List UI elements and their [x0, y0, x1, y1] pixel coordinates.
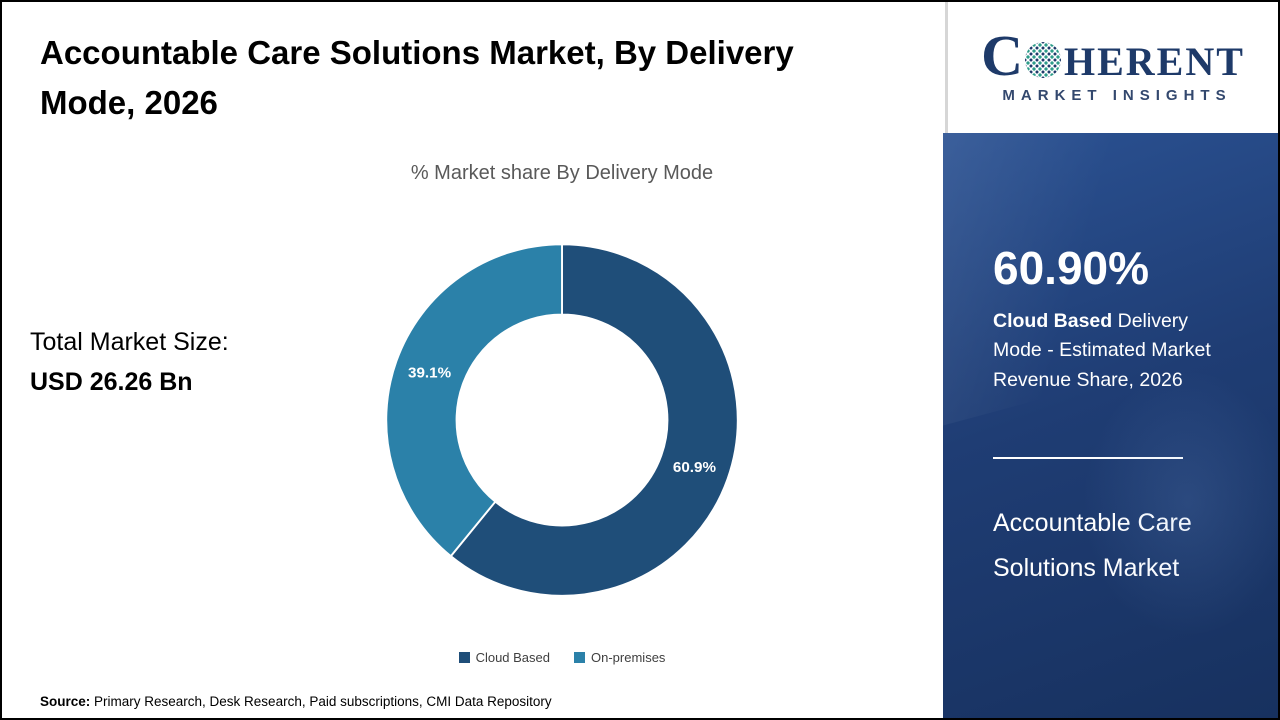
highlight-percentage: 60.90%	[993, 242, 1150, 294]
source-line: Source: Primary Research, Desk Research,…	[40, 694, 552, 709]
highlight-description: Cloud Based Delivery Mode - Estimated Ma…	[993, 307, 1231, 395]
logo-subtitle: MARKET INSIGHTS	[1002, 87, 1232, 105]
chart-legend: Cloud Based On-premises	[362, 650, 762, 665]
legend-item-cloud-based: Cloud Based	[458, 650, 551, 665]
legend-swatch-cloud-based	[458, 652, 470, 663]
divider-line	[993, 456, 1183, 459]
legend-item-on-premises: On-premises	[574, 650, 665, 665]
brand-logo: C HERENT	[981, 22, 1245, 88]
sidebar-market-name: Accountable Care Solutions Market	[993, 508, 1192, 582]
sidebar-panel: 60.90% Cloud Based Delivery Mode - Estim…	[943, 133, 1278, 718]
logo-globe-icon	[1024, 42, 1061, 79]
logo-letter-c: C	[981, 22, 1023, 88]
logo-area: C HERENT MARKET INSIGHTS	[945, 2, 1278, 133]
donut-slice-cloud-based	[449, 243, 739, 597]
page-title-line2: Mode, 2026	[40, 83, 218, 121]
total-market-size: Total Market Size: USD 26.26 Bn	[30, 322, 229, 402]
donut-label-on-premises: 39.1%	[408, 365, 452, 382]
chart-subtitle: % Market share By Delivery Mode	[410, 162, 714, 184]
total-market-label: Total Market Size:	[30, 328, 229, 356]
donut-label-cloud-based: 60.9%	[673, 459, 717, 476]
page-title-line1: Accountable Care Solutions Market, By De…	[40, 34, 794, 71]
donut-slice-on-premises	[385, 243, 563, 558]
source-text: Primary Research, Desk Research, Paid su…	[90, 694, 552, 709]
total-market-value: USD 26.26 Bn	[30, 368, 193, 396]
legend-label-on-premises: On-premises	[591, 650, 666, 665]
legend-swatch-on-premises	[574, 652, 586, 663]
source-label: Source:	[40, 694, 91, 709]
legend-label-cloud-based: Cloud Based	[475, 650, 551, 665]
donut-chart: 60.9% 39.1%	[372, 230, 752, 610]
donut-chart-svg: 60.9% 39.1%	[385, 243, 739, 597]
highlight-description-bold: Cloud Based	[993, 310, 1113, 332]
page-title: Accountable Care Solutions Market, By De…	[40, 28, 794, 127]
logo-text: HERENT	[1063, 39, 1245, 85]
